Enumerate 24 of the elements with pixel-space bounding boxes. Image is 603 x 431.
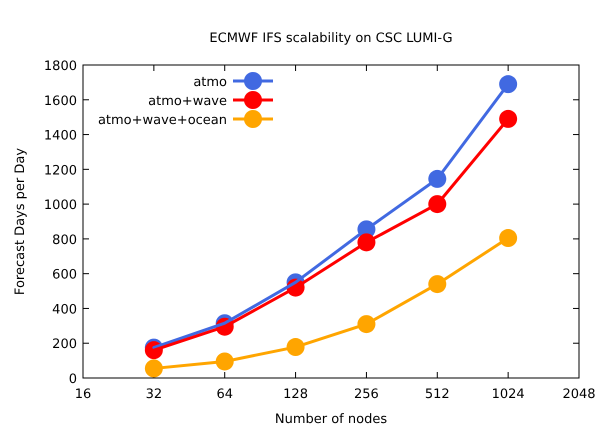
y-tick-label: 0 [68, 372, 77, 387]
x-tick-label: 64 [216, 387, 233, 402]
x-tick-label: 2048 [562, 387, 596, 402]
x-tick-label: 128 [283, 387, 308, 402]
y-tick-label: 200 [52, 337, 77, 352]
y-tick-label: 1400 [44, 128, 77, 144]
y-tick-label: 800 [52, 232, 77, 248]
x-axis-title: Number of nodes [274, 412, 388, 427]
y-axis-title: Forecast Days per Day [13, 148, 28, 296]
y-tick-label: 600 [52, 268, 77, 283]
x-tick-label: 1024 [492, 387, 525, 402]
chart-title: ECMWF IFS scalability on CSC LUMI-G [209, 31, 453, 46]
y-tick-label: 1200 [44, 163, 77, 178]
legend-label: atmo [193, 75, 228, 90]
legend-label: atmo+wave+ocean [98, 113, 227, 128]
x-tick-label: 256 [354, 387, 379, 402]
y-tick-label: 400 [52, 302, 77, 318]
y-tick-label: 1800 [44, 59, 77, 74]
x-tick-label: 512 [424, 387, 450, 402]
y-tick-label: 1000 [44, 198, 77, 214]
x-tick-label: 16 [74, 387, 92, 402]
legend-label: atmo+wave [148, 94, 227, 109]
x-tick-label: 32 [146, 387, 162, 402]
y-tick-label: 1600 [44, 94, 77, 109]
